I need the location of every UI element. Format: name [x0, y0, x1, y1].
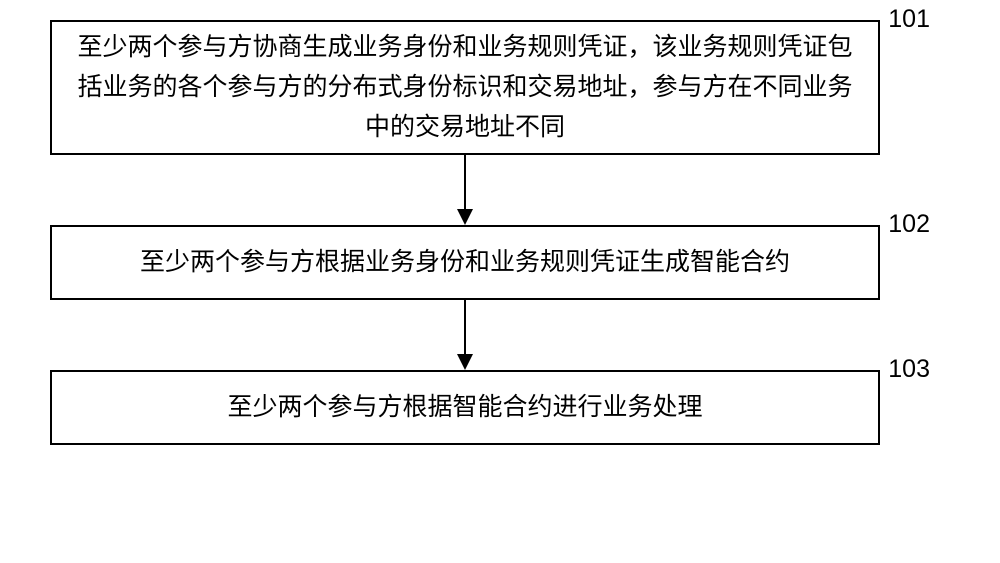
step-101-text: 至少两个参与方协商生成业务身份和业务规则凭证，该业务规则凭证包括业务的各个参与方…: [72, 28, 858, 148]
label-text-102: 102: [888, 210, 930, 238]
step-label-101: 101: [888, 5, 930, 34]
arrow-101-to-102: [450, 155, 480, 225]
flowchart-container: 101 至少两个参与方协商生成业务身份和业务规则凭证，该业务规则凭证包括业务的各…: [50, 20, 950, 445]
arrow-2-container: [50, 300, 880, 370]
step-label-102: 102: [888, 210, 930, 239]
label-text-101: 101: [888, 5, 930, 33]
flowchart-step-102: 至少两个参与方根据业务身份和业务规则凭证生成智能合约: [50, 225, 880, 300]
arrow-1-container: [50, 155, 880, 225]
step-label-103: 103: [888, 355, 930, 384]
step-102-text: 至少两个参与方根据业务身份和业务规则凭证生成智能合约: [140, 243, 790, 283]
flowchart-step-103: 至少两个参与方根据智能合约进行业务处理: [50, 370, 880, 445]
label-text-103: 103: [888, 355, 930, 383]
step-103-text: 至少两个参与方根据智能合约进行业务处理: [227, 388, 702, 428]
arrow-102-to-103: [450, 300, 480, 370]
flowchart-step-101: 至少两个参与方协商生成业务身份和业务规则凭证，该业务规则凭证包括业务的各个参与方…: [50, 20, 880, 155]
